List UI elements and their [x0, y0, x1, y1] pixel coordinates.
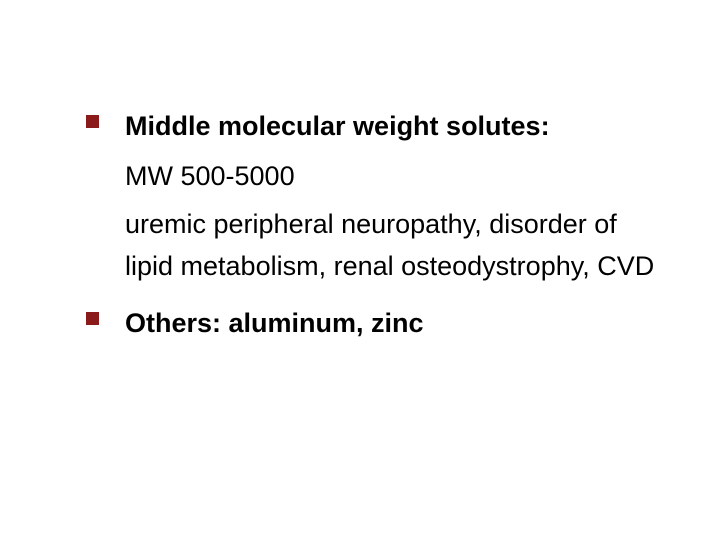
bullet-1-line-1: MW 500-5000 [125, 156, 660, 198]
bullet-1-line-2: uremic peripheral neuropathy, disorder o… [125, 204, 660, 288]
bullet-heading-2: Others: aluminum, zinc [125, 303, 424, 345]
bullet-item-2: Others: aluminum, zinc [86, 303, 660, 345]
square-bullet-icon [86, 312, 99, 325]
bullet-item-1: Middle molecular weight solutes: [86, 106, 660, 148]
bullet-heading-1: Middle molecular weight solutes: [125, 106, 550, 148]
square-bullet-icon [86, 115, 99, 128]
slide: Middle molecular weight solutes: MW 500-… [0, 0, 720, 540]
